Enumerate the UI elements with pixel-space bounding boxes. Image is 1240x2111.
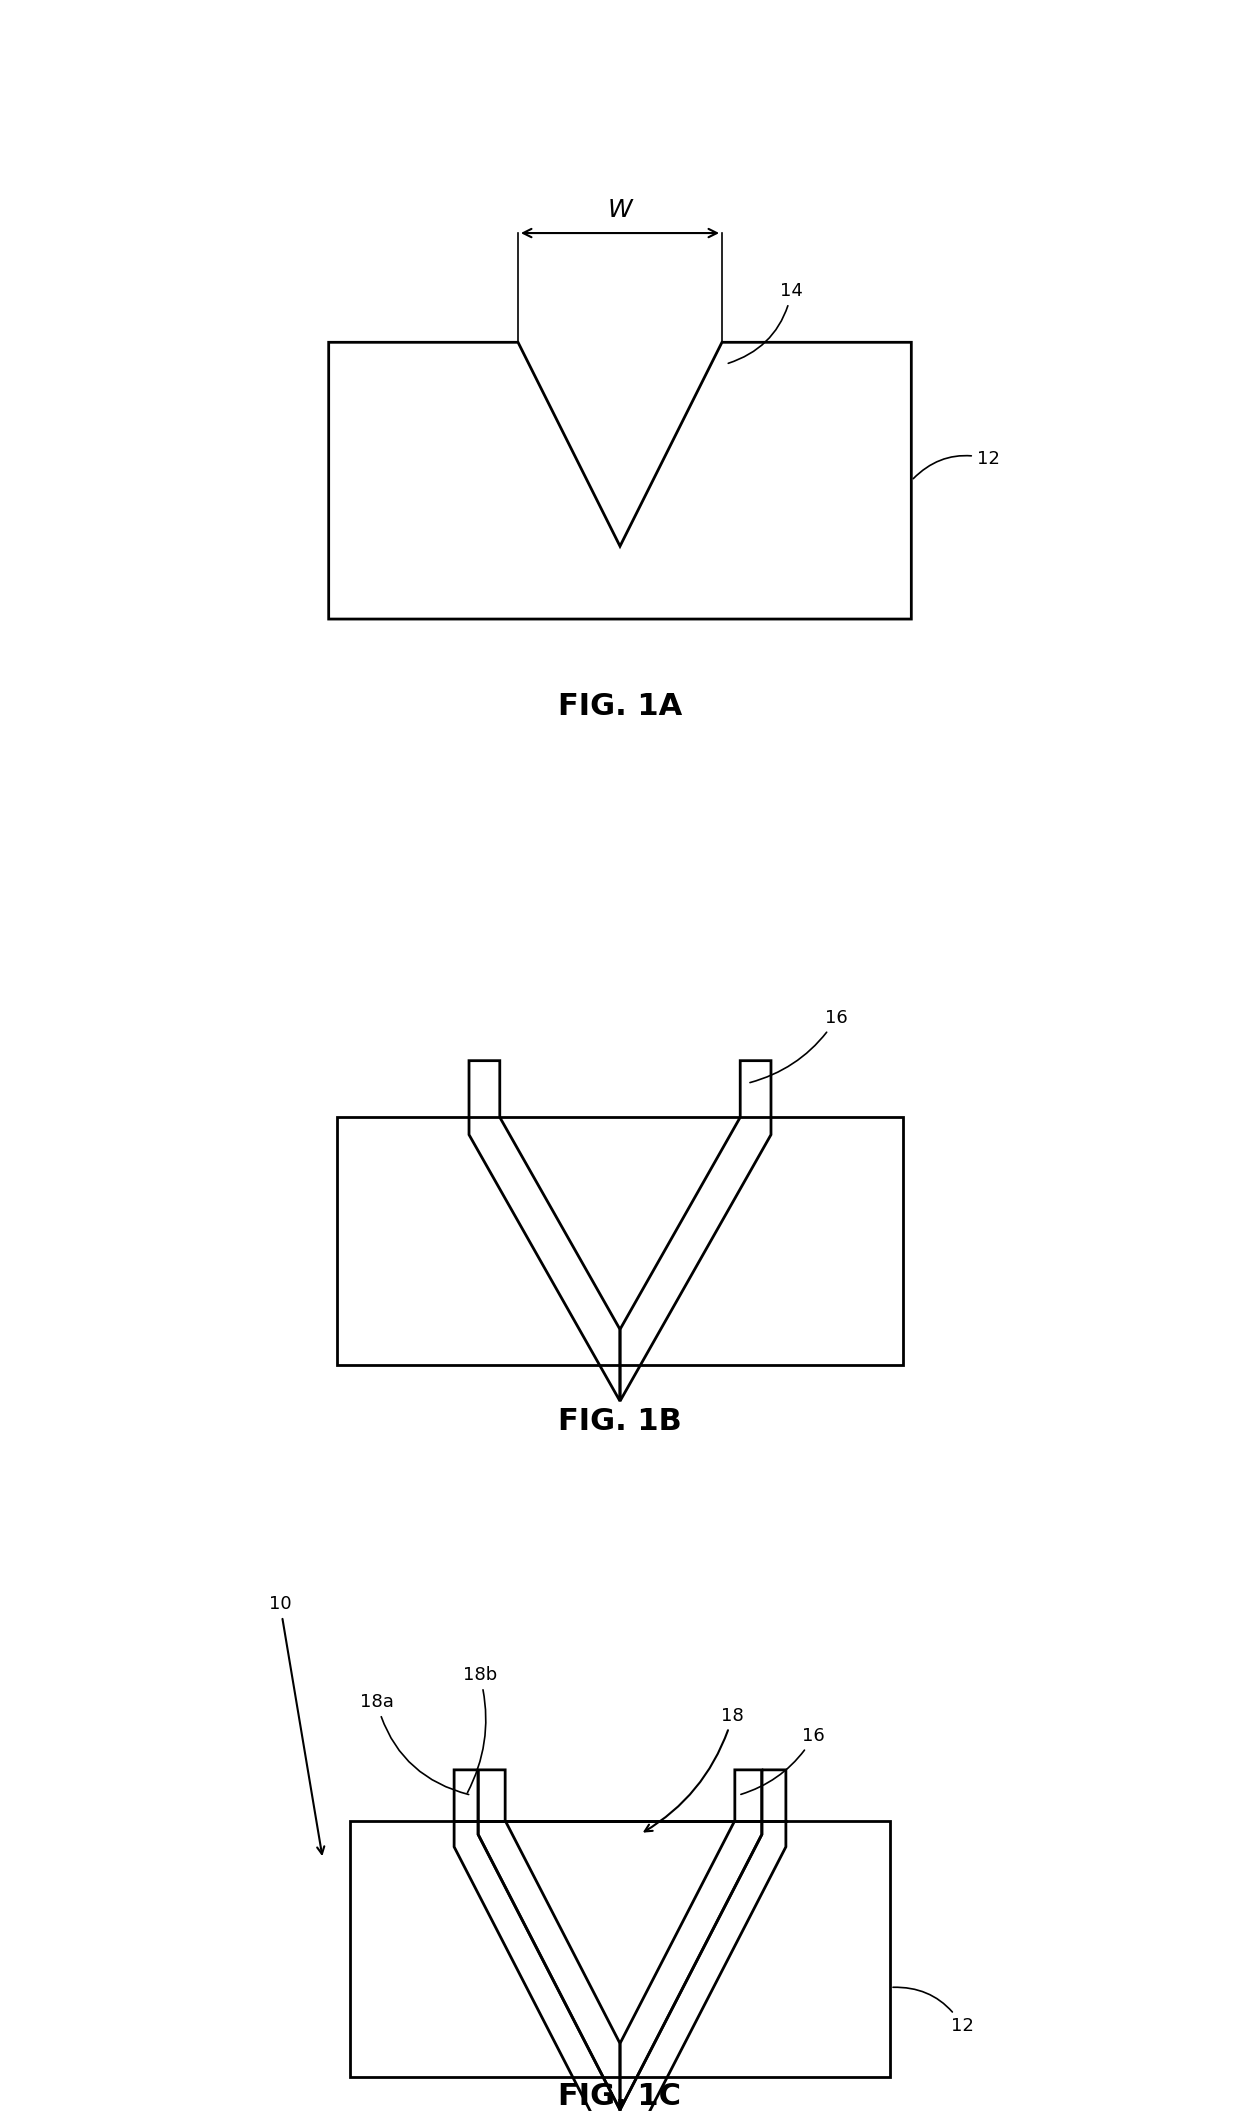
Text: FIG. 1A: FIG. 1A bbox=[558, 692, 682, 722]
Text: 18a: 18a bbox=[360, 1693, 469, 1794]
Text: 12: 12 bbox=[893, 1986, 973, 2035]
Text: 16: 16 bbox=[750, 1009, 848, 1083]
Text: 10: 10 bbox=[269, 1596, 325, 1853]
Text: 14: 14 bbox=[728, 283, 804, 363]
Text: 18b: 18b bbox=[463, 1666, 497, 1792]
Text: 12: 12 bbox=[913, 450, 999, 479]
Text: 18: 18 bbox=[645, 1708, 744, 1832]
Text: FIG. 1B: FIG. 1B bbox=[558, 1406, 682, 1435]
Text: W: W bbox=[608, 198, 632, 222]
Text: FIG. 1C: FIG. 1C bbox=[558, 2081, 682, 2111]
Text: 16: 16 bbox=[740, 1727, 825, 1794]
